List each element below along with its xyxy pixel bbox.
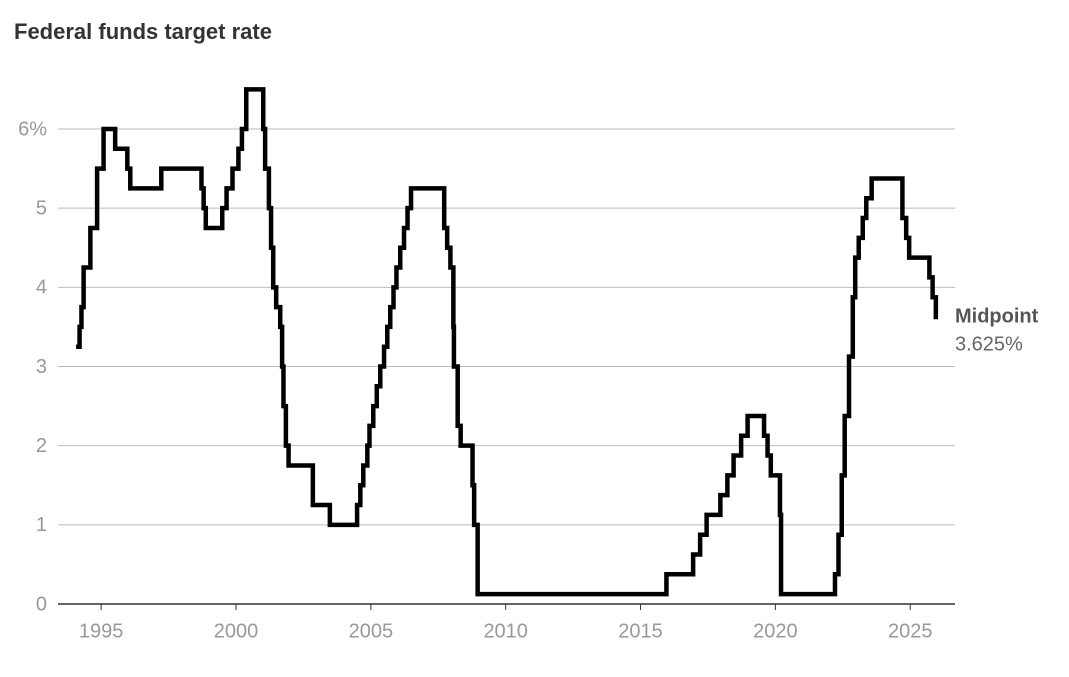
y-tick-label: 1	[36, 514, 47, 536]
x-tick-label: 2015	[618, 620, 663, 642]
x-tick-label: 2025	[888, 620, 933, 642]
x-tick-label: 2005	[349, 620, 394, 642]
annotation-label: Midpoint	[955, 305, 1039, 327]
y-tick-label: 2	[36, 435, 47, 457]
chart-title: Federal funds target rate	[14, 19, 272, 44]
x-tick-label: 2010	[483, 620, 528, 642]
rate-line	[76, 87, 939, 597]
annotation-value: 3.625%	[955, 333, 1023, 355]
x-tick-label: 2020	[753, 620, 798, 642]
y-tick-label: 0	[36, 593, 47, 615]
y-tick-label: 4	[36, 277, 47, 299]
y-tick-label: 6%	[18, 118, 47, 140]
y-tick-label: 3	[36, 356, 47, 378]
x-tick-label: 1995	[79, 620, 124, 642]
y-tick-label: 5	[36, 197, 47, 219]
x-tick-label: 2000	[214, 620, 259, 642]
